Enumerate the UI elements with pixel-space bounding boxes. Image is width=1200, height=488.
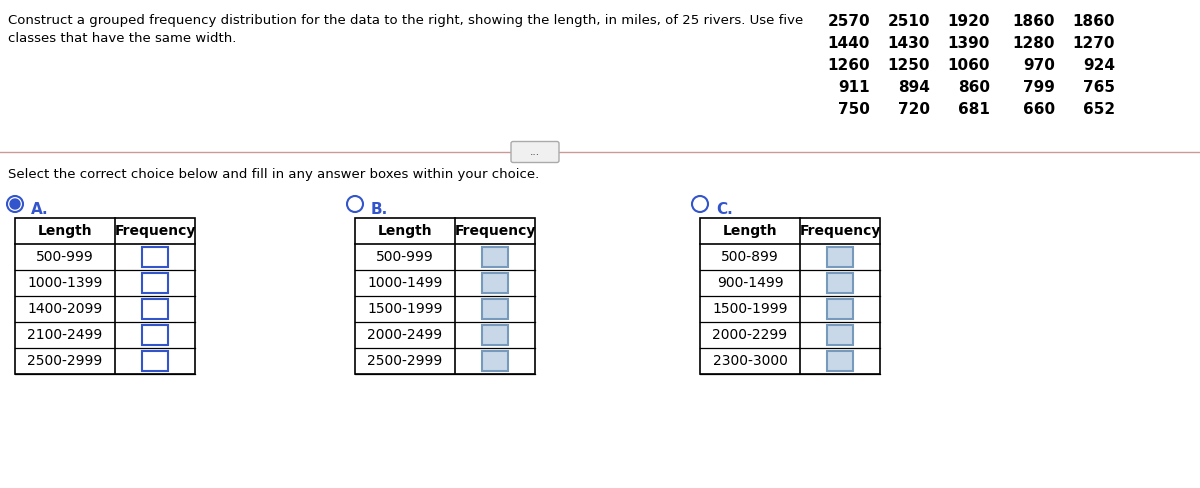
Text: 2510: 2510 [888, 14, 930, 29]
Text: 500-899: 500-899 [721, 250, 779, 264]
Text: 2100-2499: 2100-2499 [28, 328, 103, 342]
Text: Construct a grouped frequency distribution for the data to the right, showing th: Construct a grouped frequency distributi… [8, 14, 803, 27]
Bar [482, 299, 508, 319]
Circle shape [10, 199, 20, 209]
Text: 660: 660 [1022, 102, 1055, 117]
Bar [14, 218, 194, 374]
Text: 1280: 1280 [1013, 36, 1055, 51]
Bar [700, 218, 880, 374]
Text: 1860: 1860 [1013, 14, 1055, 29]
Text: 750: 750 [838, 102, 870, 117]
Text: B.: B. [371, 202, 389, 217]
Text: 2000-2299: 2000-2299 [713, 328, 787, 342]
Text: Frequency: Frequency [455, 224, 535, 238]
Text: 2500-2999: 2500-2999 [28, 354, 103, 368]
Text: 1270: 1270 [1073, 36, 1115, 51]
Text: 1000-1499: 1000-1499 [367, 276, 443, 290]
Bar [827, 325, 853, 345]
Bar [482, 351, 508, 371]
Text: 652: 652 [1082, 102, 1115, 117]
Text: Select the correct choice below and fill in any answer boxes within your choice.: Select the correct choice below and fill… [8, 168, 539, 181]
Text: 2300-3000: 2300-3000 [713, 354, 787, 368]
Text: A.: A. [31, 202, 49, 217]
Text: 1430: 1430 [888, 36, 930, 51]
Text: C.: C. [716, 202, 733, 217]
Bar [142, 273, 168, 293]
Bar [482, 273, 508, 293]
Bar [482, 325, 508, 345]
Bar [142, 247, 168, 267]
Bar [142, 325, 168, 345]
Text: 1500-1999: 1500-1999 [367, 302, 443, 316]
Text: Frequency: Frequency [799, 224, 881, 238]
Text: 2570: 2570 [827, 14, 870, 29]
Text: 1920: 1920 [948, 14, 990, 29]
Text: 500-999: 500-999 [36, 250, 94, 264]
FancyBboxPatch shape [511, 142, 559, 163]
Text: Frequency: Frequency [114, 224, 196, 238]
Bar [355, 218, 535, 374]
Text: classes that have the same width.: classes that have the same width. [8, 32, 236, 45]
Bar [142, 351, 168, 371]
Text: 1400-2099: 1400-2099 [28, 302, 103, 316]
Text: 860: 860 [958, 80, 990, 95]
Bar [827, 299, 853, 319]
Bar [827, 351, 853, 371]
Text: 900-1499: 900-1499 [716, 276, 784, 290]
Text: 1060: 1060 [948, 58, 990, 73]
Text: 911: 911 [839, 80, 870, 95]
Text: Length: Length [37, 224, 92, 238]
Text: 924: 924 [1084, 58, 1115, 73]
Text: 799: 799 [1024, 80, 1055, 95]
Bar [482, 247, 508, 267]
Text: 1260: 1260 [827, 58, 870, 73]
Bar [827, 247, 853, 267]
Text: ...: ... [530, 147, 540, 157]
Text: 720: 720 [898, 102, 930, 117]
Text: 2000-2499: 2000-2499 [367, 328, 443, 342]
Text: 2500-2999: 2500-2999 [367, 354, 443, 368]
Text: Length: Length [722, 224, 778, 238]
Text: 1250: 1250 [888, 58, 930, 73]
Text: 1440: 1440 [828, 36, 870, 51]
Text: 1500-1999: 1500-1999 [713, 302, 787, 316]
Text: 894: 894 [898, 80, 930, 95]
Text: 765: 765 [1084, 80, 1115, 95]
Text: 1000-1399: 1000-1399 [28, 276, 103, 290]
Text: 1390: 1390 [948, 36, 990, 51]
Text: 500-999: 500-999 [376, 250, 434, 264]
Text: Length: Length [378, 224, 432, 238]
Text: 681: 681 [958, 102, 990, 117]
Bar [827, 273, 853, 293]
Text: 970: 970 [1024, 58, 1055, 73]
Text: 1860: 1860 [1073, 14, 1115, 29]
Bar [142, 299, 168, 319]
